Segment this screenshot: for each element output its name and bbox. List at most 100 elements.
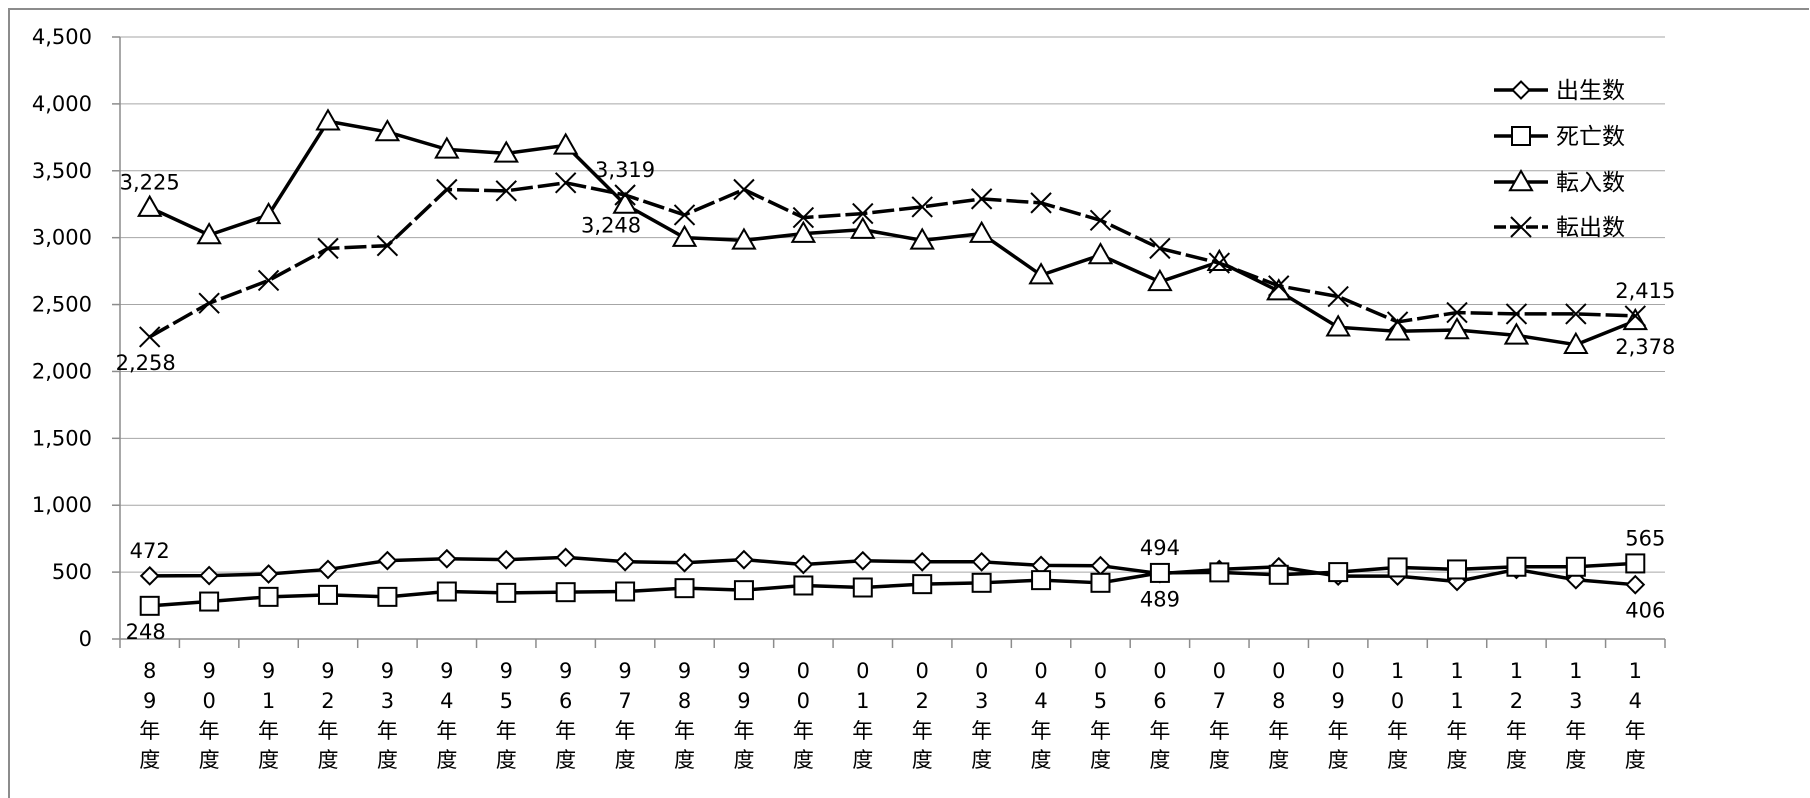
- x-category-char: 9: [737, 659, 750, 683]
- data-label: 494: [1140, 536, 1180, 560]
- data-point: [1510, 216, 1532, 238]
- y-tick-label: 0: [79, 627, 92, 651]
- x-category-char: 年: [258, 719, 279, 743]
- x-category-char: 度: [139, 748, 160, 772]
- data-label: 2,378: [1615, 335, 1675, 359]
- data-point: [733, 178, 755, 201]
- series-line: [148, 119, 1636, 347]
- x-category-char: 年: [971, 719, 992, 743]
- chart-area: [8, 8, 1809, 798]
- x-category-char: 年: [1506, 719, 1527, 743]
- data-point: [199, 591, 220, 612]
- data-point: [436, 178, 458, 201]
- data-point: [317, 237, 339, 260]
- data-point: [317, 584, 338, 605]
- x-category-label: 9 4 年度: [436, 659, 457, 772]
- data-point: [496, 582, 517, 603]
- data-point: [615, 551, 636, 572]
- x-category-char: 1: [1450, 689, 1463, 713]
- data-point: [199, 565, 220, 586]
- x-category-char: 年: [1565, 719, 1586, 743]
- data-point: [376, 234, 399, 257]
- data-label: 3,248: [581, 213, 641, 237]
- data-point: [671, 224, 698, 247]
- x-category-label: 0 0 年度: [793, 659, 814, 772]
- x-category-char: 度: [496, 748, 517, 772]
- x-category-char: 度: [1268, 748, 1289, 772]
- x-category-char: 年: [733, 719, 754, 743]
- x-category-label: 8 9 年度: [139, 659, 160, 772]
- x-category-char: 1: [1569, 659, 1582, 683]
- x-category-label: 1 1 年度: [1447, 659, 1468, 772]
- x-category-label: 9 3 年度: [377, 659, 398, 772]
- x-category-char: 6: [559, 689, 572, 713]
- x-category-char: 度: [674, 748, 695, 772]
- x-category-char: 7: [1213, 689, 1226, 713]
- x-category-char: 0: [1272, 659, 1285, 683]
- x-category-char: 9: [618, 659, 631, 683]
- data-point: [1511, 126, 1531, 146]
- x-category-label: 1 4 年度: [1625, 659, 1646, 772]
- data-point: [1028, 262, 1054, 285]
- data-point: [793, 554, 814, 575]
- x-category-char: 8: [678, 689, 691, 713]
- legend-label: 転出数: [1556, 215, 1625, 241]
- data-label: 472: [130, 539, 170, 563]
- data-point: [315, 108, 341, 131]
- x-category-char: 8: [1272, 689, 1285, 713]
- series-line: [149, 561, 1636, 608]
- x-category-char: 0: [797, 659, 810, 683]
- data-point: [911, 196, 933, 218]
- data-point: [1208, 252, 1231, 274]
- x-category-char: 0: [797, 689, 810, 713]
- x-category-char: 0: [916, 659, 929, 683]
- x-category-label: 9 2 年度: [317, 659, 338, 772]
- x-category-char: 年: [1625, 719, 1646, 743]
- series-4: [139, 172, 1646, 348]
- x-category-char: 4: [440, 689, 453, 713]
- data-point: [374, 118, 401, 142]
- data-point: [1386, 311, 1409, 333]
- data-point: [1563, 331, 1589, 354]
- data-point: [909, 227, 935, 250]
- data-point: [792, 206, 815, 229]
- x-category-char: 年: [912, 719, 933, 743]
- data-point: [1030, 192, 1052, 214]
- data-point: [615, 581, 636, 602]
- data-point: [1506, 556, 1527, 577]
- data-point: [852, 550, 873, 571]
- data-point: [1625, 574, 1646, 595]
- x-category-char: 1: [262, 689, 275, 713]
- x-category-char: 度: [1506, 748, 1527, 772]
- data-point: [673, 204, 696, 226]
- x-category-label: 0 6 年度: [1149, 659, 1170, 772]
- data-point: [1087, 242, 1114, 265]
- x-category-char: 度: [1149, 748, 1170, 772]
- x-category-char: 度: [555, 748, 576, 772]
- data-point: [377, 550, 398, 571]
- x-category-char: 度: [1387, 748, 1408, 772]
- x-category-char: 度: [1565, 748, 1586, 772]
- data-point: [1384, 318, 1411, 341]
- x-category-char: 0: [1391, 689, 1404, 713]
- x-category-label: 0 1 年度: [852, 659, 873, 772]
- data-point: [1505, 303, 1528, 325]
- data-point: [912, 574, 933, 595]
- x-category-char: 0: [975, 659, 988, 683]
- x-category-label: 0 9 年度: [1328, 659, 1349, 772]
- data-point: [1447, 559, 1468, 580]
- data-point: [496, 549, 517, 570]
- x-category-char: 年: [555, 719, 576, 743]
- legend-label: 出生数: [1556, 78, 1625, 104]
- data-point: [1503, 322, 1530, 345]
- x-category-char: 9: [262, 659, 275, 683]
- x-category-char: 年: [793, 719, 814, 743]
- data-point: [1149, 562, 1170, 583]
- data-point: [1387, 557, 1408, 578]
- data-label: 565: [1625, 526, 1665, 550]
- data-point: [971, 572, 992, 593]
- series-lines: [136, 108, 1649, 616]
- data-point: [850, 216, 876, 239]
- x-category-label: 0 3 年度: [971, 659, 992, 772]
